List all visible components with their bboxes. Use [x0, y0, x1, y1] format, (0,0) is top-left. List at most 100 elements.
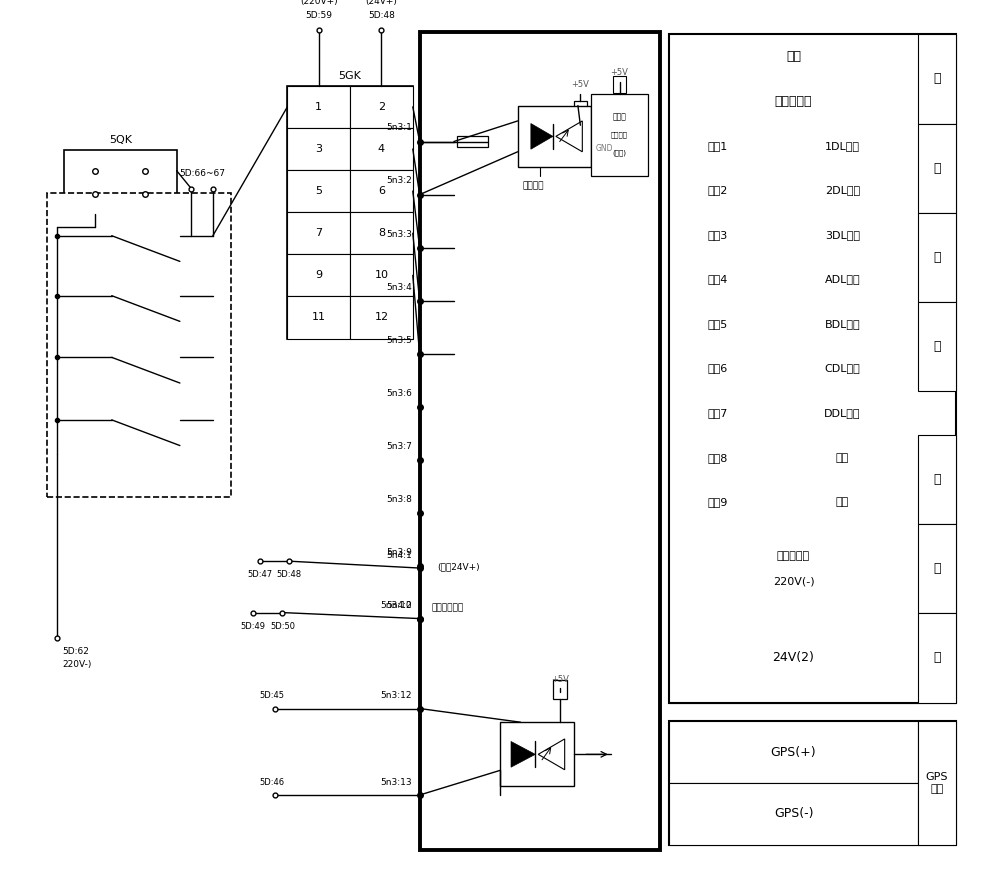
Bar — [287, 86, 413, 338]
Text: 5QK: 5QK — [109, 135, 132, 145]
Text: 开入9: 开入9 — [707, 497, 728, 507]
Text: 5D:48: 5D:48 — [277, 571, 302, 579]
Text: GND: GND — [596, 144, 614, 153]
Text: 5D:46: 5D:46 — [259, 778, 284, 787]
Bar — [287, 212, 350, 254]
Bar — [420, 31, 660, 850]
Text: 2DL常闭: 2DL常闭 — [825, 185, 860, 195]
Text: 5D:50: 5D:50 — [270, 621, 295, 631]
Text: 5n4:1: 5n4:1 — [386, 551, 412, 559]
Bar — [918, 34, 956, 123]
Polygon shape — [538, 739, 565, 770]
Bar — [287, 254, 350, 296]
Bar — [553, 680, 567, 699]
Bar — [918, 614, 956, 703]
Text: 开入7: 开入7 — [707, 408, 728, 418]
Text: (24V+): (24V+) — [365, 0, 397, 6]
Text: 1DL常闭: 1DL常闭 — [825, 141, 860, 151]
Text: 外: 外 — [933, 73, 941, 86]
Text: 5n3:9: 5n3:9 — [386, 548, 412, 557]
Text: 4: 4 — [378, 144, 385, 154]
Text: 开关量: 开关量 — [613, 113, 626, 121]
Bar — [500, 722, 574, 787]
Text: 开入负端: 开入负端 — [523, 182, 544, 191]
Text: 入: 入 — [933, 651, 941, 664]
Text: 7: 7 — [315, 228, 322, 239]
Text: BDL常闭: BDL常闭 — [825, 319, 860, 329]
Text: 5D:66~67: 5D:66~67 — [179, 169, 225, 177]
Text: 5D:45: 5D:45 — [259, 691, 284, 700]
Text: 5D:48: 5D:48 — [368, 11, 395, 20]
Bar — [287, 170, 350, 212]
Text: 1: 1 — [315, 102, 322, 112]
Bar — [669, 524, 918, 614]
Bar — [669, 435, 767, 480]
Bar — [767, 480, 918, 524]
Text: CDL常闭: CDL常闭 — [825, 364, 860, 373]
Bar — [518, 106, 591, 167]
Bar — [918, 524, 956, 614]
Text: 部: 部 — [933, 162, 941, 175]
Bar — [64, 150, 177, 214]
Polygon shape — [556, 121, 582, 152]
Bar — [669, 302, 767, 346]
Bar — [669, 480, 767, 524]
Text: 5n3:7: 5n3:7 — [386, 442, 412, 451]
Text: 3: 3 — [315, 144, 322, 154]
Text: 采集回路: 采集回路 — [611, 132, 628, 138]
Text: ADL常闭: ADL常闭 — [825, 274, 860, 284]
Bar — [669, 34, 956, 703]
Text: 2: 2 — [378, 102, 385, 112]
Bar — [918, 302, 956, 391]
Text: 开入8: 开入8 — [707, 453, 728, 462]
Text: 输: 输 — [933, 562, 941, 575]
Text: 5D:62: 5D:62 — [62, 648, 89, 656]
Bar — [669, 123, 767, 168]
Bar — [767, 346, 918, 391]
Bar — [767, 123, 918, 168]
Text: 6: 6 — [378, 186, 385, 196]
Text: GPS(+): GPS(+) — [771, 746, 816, 759]
Bar — [350, 212, 413, 254]
Text: 5GK: 5GK — [339, 71, 361, 80]
Text: 开入公共端: 开入公共端 — [777, 551, 810, 561]
Bar — [767, 212, 918, 257]
Text: 开入1: 开入1 — [707, 141, 728, 151]
Bar — [350, 254, 413, 296]
Polygon shape — [531, 123, 553, 149]
Bar — [591, 94, 648, 176]
Text: 开: 开 — [933, 251, 941, 264]
Bar — [918, 212, 956, 302]
Text: 关: 关 — [933, 340, 941, 353]
Bar — [669, 614, 918, 703]
Text: 5n3:2: 5n3:2 — [386, 177, 412, 185]
Bar — [669, 212, 767, 257]
Text: GPS(-): GPS(-) — [774, 808, 813, 821]
Bar — [669, 721, 918, 783]
Text: 12: 12 — [374, 312, 388, 323]
Bar — [47, 193, 231, 497]
Text: 5n3:13: 5n3:13 — [380, 778, 412, 787]
Bar — [669, 391, 767, 435]
Text: 5n3:3: 5n3:3 — [386, 230, 412, 239]
Text: 备用: 备用 — [836, 453, 849, 462]
Text: 电源: 电源 — [786, 50, 801, 63]
Text: 10: 10 — [374, 270, 388, 281]
Text: 220V(-): 220V(-) — [773, 576, 814, 586]
Text: +5V: +5V — [611, 68, 628, 78]
Bar — [613, 75, 626, 93]
Bar — [669, 34, 956, 79]
Bar — [767, 435, 918, 480]
Bar — [669, 346, 767, 391]
Bar — [767, 168, 918, 212]
Bar — [350, 296, 413, 338]
Text: 5D:59: 5D:59 — [305, 11, 332, 20]
Bar — [287, 296, 350, 338]
Bar — [350, 170, 413, 212]
Text: (开兢24V+): (开兢24V+) — [437, 562, 480, 571]
Bar — [350, 128, 413, 170]
Text: +5V: +5V — [571, 80, 589, 88]
Text: 5n3:5: 5n3:5 — [386, 336, 412, 344]
Text: 5n3:4: 5n3:4 — [386, 282, 412, 292]
Bar — [350, 86, 413, 128]
